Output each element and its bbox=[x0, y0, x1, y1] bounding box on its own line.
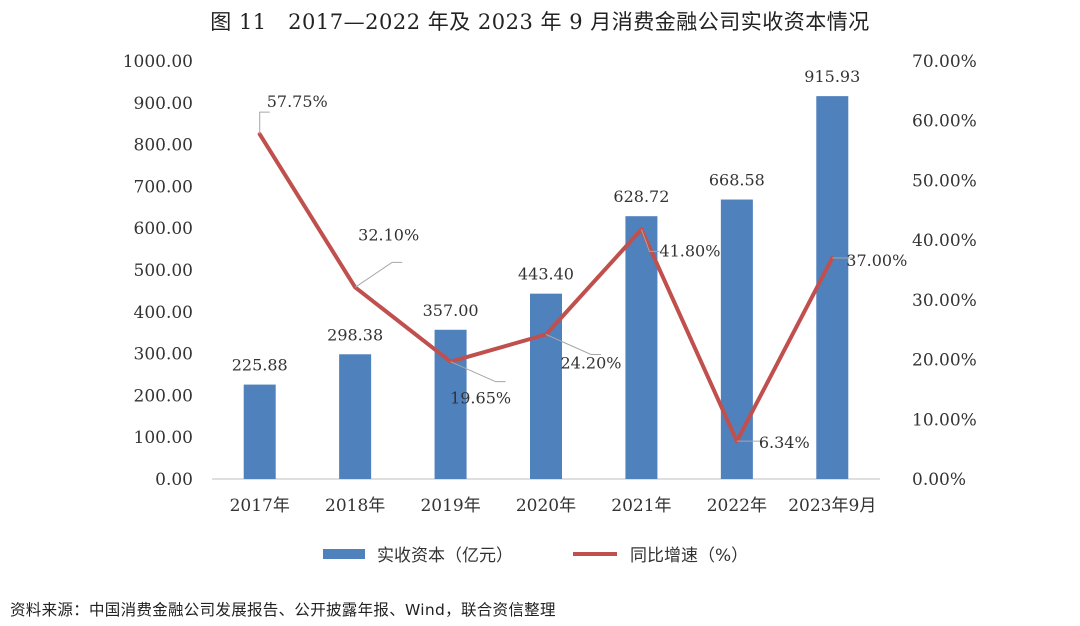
y-left-tick-label: 800.00 bbox=[134, 136, 193, 156]
source-note: 资料来源：中国消费金融公司发展报告、公开披露年报、Wind，联合资信整理 bbox=[10, 601, 556, 619]
bar-value-label: 668.58 bbox=[709, 171, 765, 190]
x-tick-label: 2019年 bbox=[420, 496, 480, 516]
bar bbox=[339, 354, 372, 479]
y-left-tick-label: 0.00 bbox=[155, 470, 193, 490]
bar bbox=[243, 384, 276, 479]
bar bbox=[625, 216, 658, 479]
y-left-tick-label: 300.00 bbox=[134, 345, 193, 365]
bar-value-label: 357.00 bbox=[423, 301, 479, 320]
y-right-tick-label: 50.00% bbox=[912, 171, 977, 191]
x-tick-label: 2021年 bbox=[611, 496, 671, 516]
line-label-leader bbox=[354, 261, 403, 288]
y-right-tick-label: 40.00% bbox=[912, 231, 977, 251]
x-tick-label: 2018年 bbox=[325, 496, 385, 516]
legend-bar-label: 实收资本（亿元） bbox=[377, 546, 513, 566]
y-left-tick-label: 700.00 bbox=[134, 177, 193, 197]
y-left-tick-label: 500.00 bbox=[134, 261, 193, 281]
x-tick-label: 2022年 bbox=[707, 496, 767, 516]
x-tick-label: 2020年 bbox=[516, 496, 576, 516]
y-right-tick-label: 70.00% bbox=[912, 52, 977, 72]
legend-line-label: 同比增速（%） bbox=[630, 546, 748, 566]
y-right-tick-label: 10.00% bbox=[912, 410, 977, 430]
x-tick-label: 2017年 bbox=[230, 496, 290, 516]
bar-value-label: 443.40 bbox=[518, 265, 574, 284]
line-label-leader bbox=[259, 111, 270, 135]
y-right-tick-label: 60.00% bbox=[912, 112, 977, 132]
line-label-leader bbox=[640, 229, 660, 252]
y-left-tick-label: 100.00 bbox=[134, 428, 193, 448]
bar-value-label: 298.38 bbox=[327, 325, 383, 344]
line-label-leader bbox=[450, 361, 506, 383]
y-left-tick-label: 600.00 bbox=[134, 219, 193, 239]
bar-value-label: 915.93 bbox=[804, 67, 860, 86]
y-right-tick-label: 30.00% bbox=[912, 291, 977, 311]
line-value-label: 19.65% bbox=[450, 389, 511, 408]
line-label-leader bbox=[545, 334, 601, 355]
line-value-label: 37.00% bbox=[846, 251, 907, 270]
bar-value-label: 225.88 bbox=[232, 356, 288, 375]
y-right-tick-label: 20.00% bbox=[912, 351, 977, 371]
y-right-tick-label: 0.00% bbox=[912, 470, 966, 490]
line-value-label: 6.34% bbox=[759, 433, 810, 452]
bar bbox=[816, 96, 849, 479]
bar-value-label: 628.72 bbox=[613, 187, 669, 206]
y-left-tick-label: 400.00 bbox=[134, 303, 193, 323]
bar bbox=[720, 199, 753, 479]
y-left-tick-label: 200.00 bbox=[134, 386, 193, 406]
line-value-label: 41.80% bbox=[659, 241, 720, 260]
x-tick-label: 2023年9月 bbox=[788, 496, 876, 516]
line-value-label: 24.20% bbox=[560, 353, 621, 372]
y-left-tick-label: 900.00 bbox=[134, 94, 193, 114]
y-left-tick-label: 1000.00 bbox=[123, 52, 193, 72]
legend-bar-swatch bbox=[323, 549, 365, 559]
chart-title: 图 11 2017—2022 年及 2023 年 9 月消费金融公司实收资本情况 bbox=[210, 10, 870, 34]
line-value-label: 57.75% bbox=[267, 92, 328, 111]
line-value-label: 32.10% bbox=[358, 225, 419, 244]
